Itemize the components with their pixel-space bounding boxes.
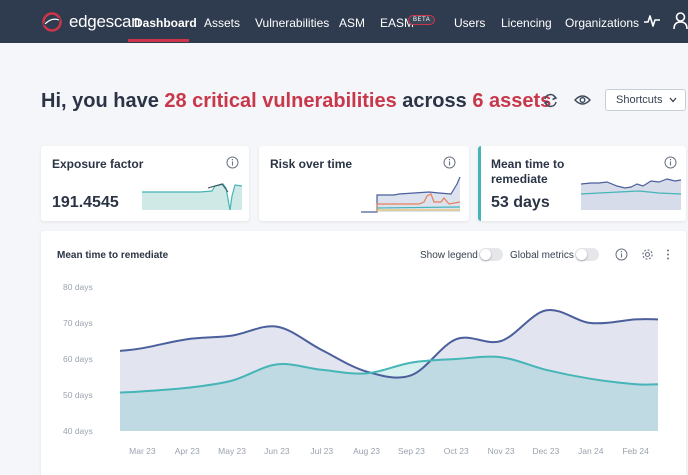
- exposure-factor-card[interactable]: Exposure factor 191.4545: [41, 146, 249, 221]
- page-title: Hi, you have 28 critical vulnerabilities…: [41, 90, 551, 113]
- shortcuts-dropdown[interactable]: Shortcuts: [605, 89, 686, 111]
- toggle-knob: [576, 249, 587, 260]
- chevron-down-icon: [669, 97, 677, 103]
- mttr-chart-panel: Mean time to remediate Show legend Globa…: [41, 231, 686, 475]
- mttr-value: 53 days: [491, 194, 550, 211]
- risk-sparkline: [361, 176, 461, 213]
- greeting-middle: across: [396, 90, 473, 112]
- nav-vulnerabilities[interactable]: Vulnerabilities: [255, 16, 330, 30]
- series-area: [120, 309, 658, 431]
- x-tick-label: Nov 23: [488, 446, 515, 456]
- x-tick-label: Apr 23: [175, 446, 200, 456]
- nav-easm[interactable]: EASM: [380, 16, 415, 30]
- activity-icon[interactable]: [643, 13, 661, 29]
- active-nav-indicator: [128, 39, 189, 42]
- global-metrics-toggle[interactable]: [575, 248, 599, 261]
- critical-vulns-count[interactable]: 28 critical vulnerabilities: [164, 90, 397, 112]
- x-tick-label: May 23: [218, 446, 246, 456]
- eye-icon[interactable]: [574, 93, 591, 107]
- risk-over-time-title: Risk over time: [270, 157, 353, 171]
- mttr-title-line2: remediate: [491, 172, 548, 186]
- assets-count[interactable]: 6 assets: [472, 90, 552, 112]
- top-nav: edgescan Dashboard Assets Vulnerabilitie…: [0, 0, 688, 43]
- nav-users[interactable]: Users: [454, 16, 486, 30]
- x-tick-label: Feb 24: [622, 446, 649, 456]
- global-metrics-label: Global metrics: [510, 250, 574, 261]
- series-area: [120, 356, 658, 431]
- x-tick-label: Jun 23: [264, 446, 290, 456]
- nav-organizations[interactable]: Organizations: [565, 16, 640, 30]
- y-tick-label: 50 days: [63, 390, 93, 400]
- shortcuts-label: Shortcuts: [616, 94, 663, 106]
- y-tick-label: 40 days: [63, 426, 93, 436]
- y-tick-label: 70 days: [63, 318, 93, 328]
- nav-assets[interactable]: Assets: [204, 16, 241, 30]
- x-tick-label: Mar 23: [129, 446, 156, 456]
- x-tick-label: Sep 23: [398, 446, 425, 456]
- show-legend-toggle[interactable]: [479, 248, 503, 261]
- user-icon[interactable]: [673, 12, 688, 30]
- y-tick-label: 80 days: [63, 282, 93, 292]
- info-icon[interactable]: [226, 156, 239, 169]
- nav-dashboard[interactable]: Dashboard: [134, 16, 197, 30]
- exposure-factor-title: Exposure factor: [52, 157, 144, 171]
- x-tick-label: Aug 23: [353, 446, 380, 456]
- exposure-sparkline: [142, 183, 243, 211]
- info-icon[interactable]: [443, 156, 456, 169]
- logo-text: edgescan: [69, 12, 141, 31]
- info-icon[interactable]: [664, 156, 677, 169]
- nav-licencing[interactable]: Licencing: [501, 16, 552, 30]
- logo-mark-icon: [42, 12, 62, 32]
- greeting-prefix: Hi, you have: [41, 90, 165, 112]
- show-legend-label: Show legend: [420, 250, 478, 261]
- beta-badge: BETA: [408, 15, 436, 25]
- y-tick-label: 60 days: [63, 354, 93, 364]
- series-line: [119, 355, 659, 394]
- mttr-line-chart: 80 days 70 days 60 days 50 days 40 days Mar 2…: [63, 282, 659, 456]
- series-line: [119, 309, 659, 379]
- x-tick-label: Jan 24: [578, 446, 604, 456]
- x-tick-label: Jul 23: [310, 446, 333, 456]
- gear-icon[interactable]: [641, 248, 654, 261]
- nav-asm[interactable]: ASM: [339, 16, 366, 30]
- toggle-knob: [480, 249, 491, 260]
- mttr-title-line1: Mean time to: [491, 157, 565, 171]
- x-tick-label: Dec 23: [532, 446, 559, 456]
- x-tick-label: Oct 23: [444, 446, 469, 456]
- chart-title: Mean time to remediate: [57, 250, 169, 261]
- mttr-card[interactable]: Mean time to remediate 53 days: [478, 146, 686, 221]
- more-options-icon[interactable]: [665, 248, 671, 261]
- mttr-title: Mean time to remediate: [491, 157, 564, 187]
- info-icon[interactable]: [615, 248, 628, 261]
- exposure-factor-value: 191.4545: [52, 194, 119, 211]
- edgescan-logo[interactable]: edgescan: [40, 12, 141, 32]
- risk-over-time-card[interactable]: Risk over time: [259, 146, 469, 221]
- mttr-sparkline: [580, 178, 682, 210]
- refresh-icon[interactable]: [542, 92, 559, 109]
